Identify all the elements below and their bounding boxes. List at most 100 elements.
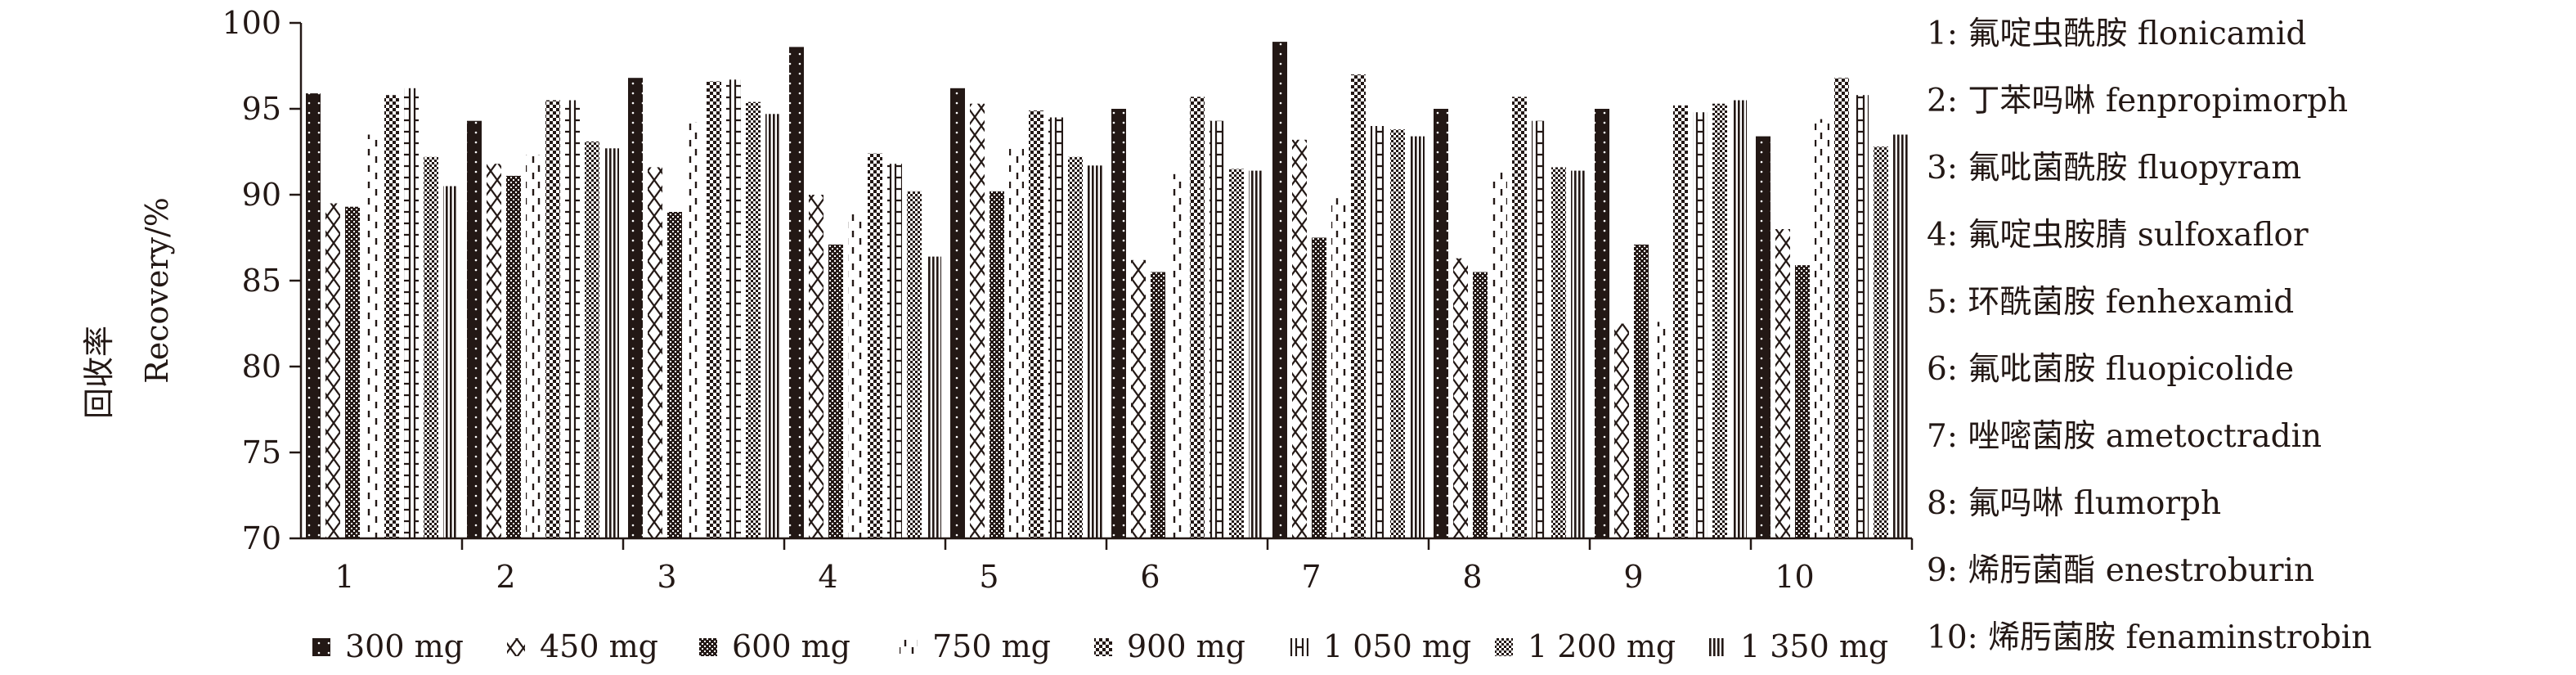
bar xyxy=(1190,97,1205,539)
bar xyxy=(1229,169,1244,538)
bar xyxy=(1312,237,1326,538)
bar xyxy=(1874,146,1888,538)
bar xyxy=(1614,323,1629,538)
bar xyxy=(1170,173,1185,539)
y-tick-label: 90 xyxy=(242,177,281,213)
bar xyxy=(809,195,824,538)
y-axis-title-cn: 回收率 xyxy=(81,326,117,419)
bar xyxy=(365,134,379,538)
legend-swatch xyxy=(1094,638,1112,656)
bar xyxy=(345,206,360,538)
bar xyxy=(1732,100,1747,538)
compound-key-item: 9: 烯肟菌酯 enestroburin xyxy=(1927,552,2315,589)
y-axis-title-en: Recovery/% xyxy=(139,197,175,384)
bar xyxy=(1854,95,1869,538)
bar xyxy=(404,88,419,539)
x-tick-label: 6 xyxy=(1140,559,1160,595)
bar xyxy=(565,100,580,538)
legend-swatch xyxy=(1495,638,1513,656)
bar xyxy=(970,103,985,538)
x-tick-label: 2 xyxy=(496,559,515,595)
legend-label: 300 mg xyxy=(345,628,464,664)
bar xyxy=(1009,146,1024,538)
bar xyxy=(384,95,399,538)
bar-series xyxy=(306,42,1908,539)
bar xyxy=(1571,170,1586,538)
x-tick-label: 1 xyxy=(334,559,354,595)
x-tick-label: 7 xyxy=(1301,559,1321,595)
bar xyxy=(1673,105,1688,539)
x-tick-label: 4 xyxy=(818,559,837,595)
x-tick-label: 10 xyxy=(1775,559,1814,595)
legend-label: 600 mg xyxy=(732,628,850,664)
compound-key-item: 10: 烯肟菌胺 fenaminstrobin xyxy=(1927,619,2372,656)
bar xyxy=(628,78,643,538)
bar xyxy=(1068,156,1083,539)
bar xyxy=(1249,170,1263,538)
bar xyxy=(1756,136,1770,538)
y-tick-label: 85 xyxy=(242,263,281,299)
y-tick-label: 80 xyxy=(242,349,281,385)
bar xyxy=(1512,97,1527,539)
y-axis-title: 回收率 Recovery/% xyxy=(81,197,175,419)
legend-swatch xyxy=(1708,638,1726,656)
bar xyxy=(325,203,340,538)
y-tick-label: 95 xyxy=(242,91,281,127)
bar xyxy=(1654,322,1668,538)
bar xyxy=(707,81,721,538)
bar xyxy=(1048,117,1063,538)
x-tick-label: 8 xyxy=(1462,559,1482,595)
bar xyxy=(1551,167,1566,538)
bar xyxy=(765,114,780,539)
bar xyxy=(306,93,321,539)
bar xyxy=(789,47,804,538)
bar xyxy=(1151,272,1165,538)
bar xyxy=(424,156,438,539)
bar xyxy=(1893,134,1908,538)
bar xyxy=(726,79,741,539)
bar xyxy=(1795,265,1810,538)
bar xyxy=(545,100,560,538)
bar xyxy=(1371,126,1385,538)
legend-swatch xyxy=(900,638,918,656)
bar xyxy=(1492,172,1507,538)
bar xyxy=(687,122,702,539)
x-tick-label: 3 xyxy=(657,559,676,595)
compound-key-item: 6: 氟吡菌胺 fluopicolide xyxy=(1927,351,2295,388)
legend-swatch xyxy=(699,638,717,656)
bar xyxy=(990,191,1004,539)
bar xyxy=(648,167,662,538)
bar xyxy=(950,88,965,539)
compound-key: 1: 氟啶虫酰胺 flonicamid 2: 丁苯吗啉 fenpropimorph… xyxy=(1927,0,2573,675)
compound-key-item: 8: 氟吗啉 flumorph xyxy=(1927,485,2222,522)
bar xyxy=(848,212,863,538)
compound-key-item: 2: 丁苯吗啉 fenpropimorph xyxy=(1927,83,2349,119)
bar xyxy=(1693,112,1708,538)
legend-label: 750 mg xyxy=(932,628,1051,664)
legend-label: 1 050 mg xyxy=(1323,628,1471,664)
compound-key-item: 1: 氟啶虫酰胺 flonicamid xyxy=(1927,16,2307,52)
bar xyxy=(506,175,521,538)
bar xyxy=(467,120,482,538)
legend-swatch xyxy=(312,638,330,656)
legend: 300 mg 450 mg 600 mg 750 mg 900 mg 1 050 mg 1 … xyxy=(312,628,1888,664)
bar xyxy=(1532,120,1546,538)
bar xyxy=(443,186,458,538)
bar xyxy=(1473,272,1488,538)
bar xyxy=(927,256,941,538)
x-axis: 1 2 3 4 5 6 7 8 9 10 xyxy=(334,538,1914,595)
legend-label: 1 350 mg xyxy=(1740,628,1888,664)
bar xyxy=(1834,78,1849,538)
legend-swatch xyxy=(1290,638,1308,656)
bar xyxy=(887,164,902,538)
bar xyxy=(1131,259,1146,538)
bar xyxy=(1111,109,1126,538)
compound-key-item: 4: 氟啶虫胺腈 sulfoxaflor xyxy=(1927,217,2309,254)
bar xyxy=(907,191,922,539)
bar xyxy=(604,148,619,539)
x-tick-label: 9 xyxy=(1623,559,1643,595)
bar xyxy=(1292,139,1307,539)
bar xyxy=(667,212,682,538)
legend-label: 1 200 mg xyxy=(1528,628,1676,664)
